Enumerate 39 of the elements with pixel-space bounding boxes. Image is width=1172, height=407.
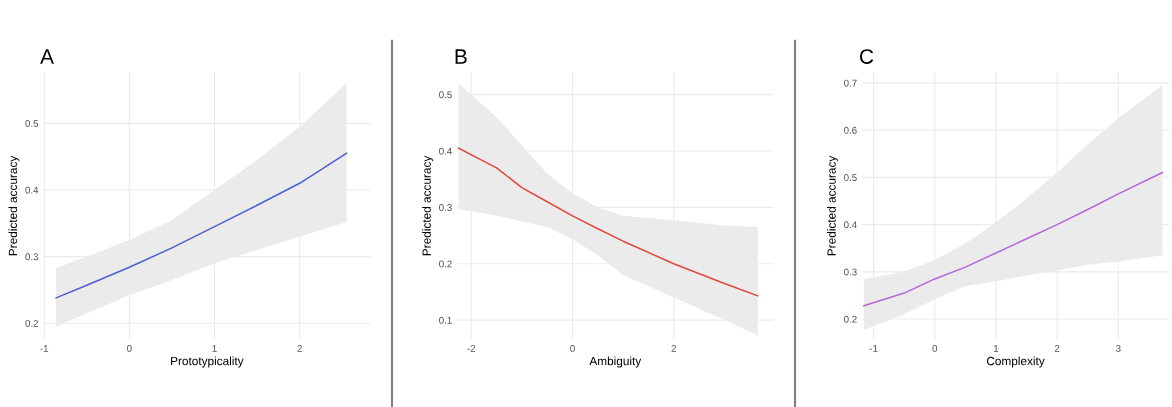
x-tick-label: 3 — [1115, 344, 1121, 352]
y-tick-label: 0.4 — [844, 221, 857, 229]
y-tick-label: 0.4 — [25, 186, 39, 194]
y-tick-label: 0.2 — [25, 319, 39, 327]
y-tick-label: 0.2 — [844, 315, 857, 323]
y-tick-label: 0.1 — [439, 316, 452, 324]
x-tick-label: -1 — [40, 345, 49, 352]
x-tick-label: 0 — [127, 344, 132, 352]
x-tick-label: 0 — [932, 344, 938, 352]
y-tick-label: 0.3 — [844, 268, 857, 276]
x-axis-title: Complexity — [986, 356, 1045, 368]
y-tick-label: 0.5 — [844, 174, 857, 181]
y-axis-title: Predicted accuracy — [422, 155, 434, 256]
y-tick-label: 0.3 — [25, 253, 39, 261]
line-series — [55, 152, 348, 299]
x-tick-label: 2 — [297, 344, 302, 352]
x-tick-label: 0 — [570, 344, 575, 352]
line-series — [863, 171, 1164, 307]
y-tick-label: 0.4 — [439, 147, 452, 155]
y-tick-label: 0.6 — [844, 126, 857, 134]
y-tick-label: 0.7 — [844, 79, 857, 87]
x-tick-label: -2 — [467, 344, 476, 352]
chart-title: C — [859, 49, 874, 64]
y-tick-label: 0.3 — [439, 204, 452, 211]
y-tick-label: 0.2 — [439, 260, 452, 268]
line-series — [457, 147, 759, 297]
chart-title: B — [455, 49, 467, 64]
chart-title: A — [40, 49, 54, 64]
y-tick-label: 0.5 — [439, 91, 452, 99]
x-tick-label: 2 — [1054, 344, 1060, 352]
y-axis-title: Predicted accuracy — [827, 155, 839, 256]
x-tick-label: 1 — [994, 345, 999, 352]
x-tick-label: 1 — [212, 345, 217, 352]
x-tick-label: -1 — [869, 345, 878, 352]
y-tick-label: 0.5 — [25, 120, 39, 127]
x-tick-label: 2 — [671, 344, 676, 352]
y-axis-title: Predicted accuracy — [8, 155, 20, 256]
x-axis-title: Ambiguity — [589, 356, 642, 368]
x-axis-title: Prototypicality — [171, 356, 244, 368]
